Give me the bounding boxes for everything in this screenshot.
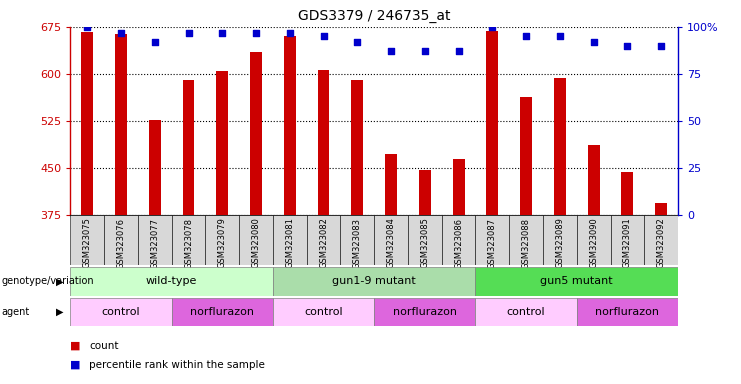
FancyBboxPatch shape (476, 267, 678, 296)
FancyBboxPatch shape (205, 215, 239, 265)
Point (486, 24, 498, 30)
Text: agent: agent (1, 307, 30, 317)
Text: norflurazon: norflurazon (595, 307, 659, 317)
FancyBboxPatch shape (70, 215, 104, 265)
Text: control: control (507, 307, 545, 317)
Point (82, 24, 93, 30)
Bar (419, 170, 431, 215)
FancyBboxPatch shape (70, 298, 172, 326)
FancyBboxPatch shape (172, 298, 273, 326)
Point (149, 39, 161, 45)
Text: ▶: ▶ (56, 276, 63, 286)
FancyBboxPatch shape (273, 267, 476, 296)
Bar (318, 70, 330, 215)
Point (385, 48, 397, 55)
Text: gun5 mutant: gun5 mutant (540, 276, 613, 286)
Text: GSM323083: GSM323083 (353, 217, 362, 268)
FancyBboxPatch shape (543, 215, 576, 265)
Text: GSM323085: GSM323085 (420, 217, 429, 268)
Bar (284, 36, 296, 215)
FancyBboxPatch shape (374, 215, 408, 265)
Text: norflurazon: norflurazon (393, 307, 457, 317)
FancyBboxPatch shape (307, 215, 340, 265)
Text: GSM323086: GSM323086 (454, 217, 463, 268)
Bar (554, 78, 566, 215)
FancyBboxPatch shape (273, 215, 307, 265)
Bar (216, 71, 228, 215)
Text: gun1-9 mutant: gun1-9 mutant (332, 276, 416, 286)
Text: control: control (102, 307, 140, 317)
FancyBboxPatch shape (611, 215, 644, 265)
FancyBboxPatch shape (70, 267, 273, 296)
FancyBboxPatch shape (239, 215, 273, 265)
Point (419, 48, 431, 55)
Text: GSM323088: GSM323088 (522, 217, 531, 268)
Bar (486, 31, 498, 215)
FancyBboxPatch shape (374, 298, 476, 326)
FancyBboxPatch shape (104, 215, 138, 265)
Text: GSM323076: GSM323076 (116, 217, 125, 268)
Point (115, 30, 127, 36)
FancyBboxPatch shape (442, 215, 476, 265)
Text: GSM323082: GSM323082 (319, 217, 328, 268)
Point (250, 30, 262, 36)
FancyBboxPatch shape (408, 215, 442, 265)
Bar (453, 159, 465, 215)
Text: GSM323092: GSM323092 (657, 217, 665, 268)
Point (554, 33, 566, 40)
Bar (351, 80, 363, 215)
Point (520, 33, 532, 40)
Point (351, 39, 363, 45)
Text: GSM323078: GSM323078 (184, 217, 193, 268)
Text: ■: ■ (70, 341, 81, 351)
Point (182, 30, 194, 36)
Point (453, 48, 465, 55)
Bar (588, 145, 599, 215)
FancyBboxPatch shape (576, 298, 678, 326)
Text: GSM323080: GSM323080 (251, 217, 261, 268)
Bar (385, 154, 397, 215)
Bar (82, 32, 93, 215)
Text: control: control (305, 307, 343, 317)
FancyBboxPatch shape (576, 215, 611, 265)
Bar (655, 203, 667, 215)
Text: GSM323081: GSM323081 (285, 217, 294, 268)
Bar (622, 172, 634, 215)
Text: wild-type: wild-type (146, 276, 197, 286)
FancyBboxPatch shape (476, 215, 509, 265)
Bar (149, 120, 161, 215)
Point (588, 39, 599, 45)
Text: ■: ■ (70, 360, 81, 370)
Point (655, 43, 667, 49)
Text: ▶: ▶ (56, 307, 63, 317)
Text: GSM323090: GSM323090 (589, 217, 598, 268)
Title: GDS3379 / 246735_at: GDS3379 / 246735_at (298, 9, 451, 23)
FancyBboxPatch shape (476, 298, 576, 326)
Text: GSM323079: GSM323079 (218, 217, 227, 268)
FancyBboxPatch shape (273, 298, 374, 326)
Text: GSM323089: GSM323089 (555, 217, 565, 268)
Text: count: count (89, 341, 119, 351)
Text: GSM323091: GSM323091 (623, 217, 632, 268)
Point (284, 30, 296, 36)
FancyBboxPatch shape (138, 215, 172, 265)
Text: GSM323075: GSM323075 (83, 217, 92, 268)
Bar (250, 52, 262, 215)
Bar (520, 97, 532, 215)
FancyBboxPatch shape (644, 215, 678, 265)
Bar (115, 34, 127, 215)
Text: GSM323084: GSM323084 (387, 217, 396, 268)
Point (318, 33, 330, 40)
Point (622, 43, 634, 49)
Text: GSM323087: GSM323087 (488, 217, 497, 268)
FancyBboxPatch shape (172, 215, 205, 265)
Text: genotype/variation: genotype/variation (1, 276, 94, 286)
Text: norflurazon: norflurazon (190, 307, 254, 317)
FancyBboxPatch shape (509, 215, 543, 265)
Point (216, 30, 228, 36)
Text: GSM323077: GSM323077 (150, 217, 159, 268)
Text: percentile rank within the sample: percentile rank within the sample (89, 360, 265, 370)
FancyBboxPatch shape (340, 215, 374, 265)
Bar (182, 80, 194, 215)
